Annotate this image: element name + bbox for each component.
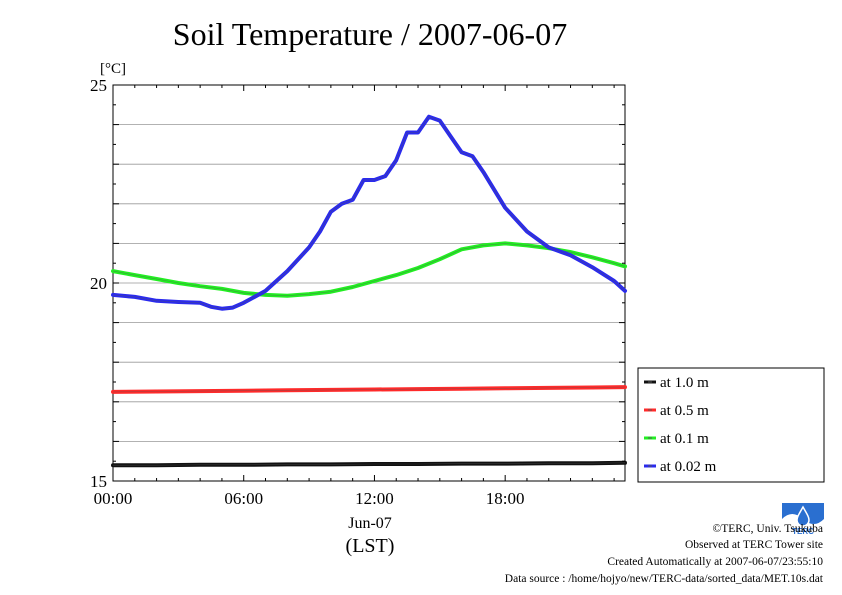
- series-line-core-2: [112, 243, 626, 297]
- data-source-text: Data source : /home/hojyo/new/TERC-data/…: [504, 573, 823, 585]
- legend-label: at 0.02 m: [660, 459, 717, 475]
- legend-label: at 0.5 m: [660, 403, 709, 419]
- svg-text:TERC: TERC: [792, 527, 814, 536]
- x-tick-label: 00:00: [94, 489, 133, 508]
- x-tick-label: 06:00: [224, 489, 263, 508]
- credit-text: ©TERC, Univ. Tsukuba: [712, 523, 823, 535]
- y-tick-label: 25: [90, 76, 107, 95]
- chart-title: Soil Temperature / 2007-06-07: [172, 16, 568, 52]
- created-text: Created Automatically at 2007-06-07/23:5…: [607, 556, 823, 568]
- series-line-core-1: [112, 386, 626, 393]
- terc-logo: TERC: [782, 503, 824, 537]
- legend-box: [637, 367, 825, 483]
- legend-label: at 0.1 m: [660, 431, 709, 447]
- y-tick-label: 15: [90, 472, 107, 491]
- y-tick-label: 20: [90, 274, 107, 293]
- x-tick-label: 12:00: [355, 489, 394, 508]
- series-line-2: [111, 241, 627, 298]
- x-axis-date-label: Jun-07: [348, 515, 392, 532]
- x-tick-label: 18:00: [486, 489, 525, 508]
- grid: [113, 124, 625, 442]
- axis-ticks: 15 20 25 00:00 06:00 12:00 18:00: [90, 76, 625, 508]
- observed-text: Observed at TERC Tower site: [684, 539, 823, 551]
- series-line-3: [111, 114, 627, 311]
- series-line-core-3: [112, 116, 626, 310]
- series-group: [111, 114, 627, 468]
- y-axis-label: [°C]: [100, 61, 126, 77]
- terc-logo-icon: TERC: [782, 503, 824, 537]
- x-axis-label: (LST): [346, 535, 395, 557]
- legend-label: at 1.0 m: [660, 375, 709, 391]
- series-line-core-0: [113, 462, 626, 466]
- legend: at 1.0 m at 0.5 m at 0.1 m at 0.02 m: [637, 367, 825, 483]
